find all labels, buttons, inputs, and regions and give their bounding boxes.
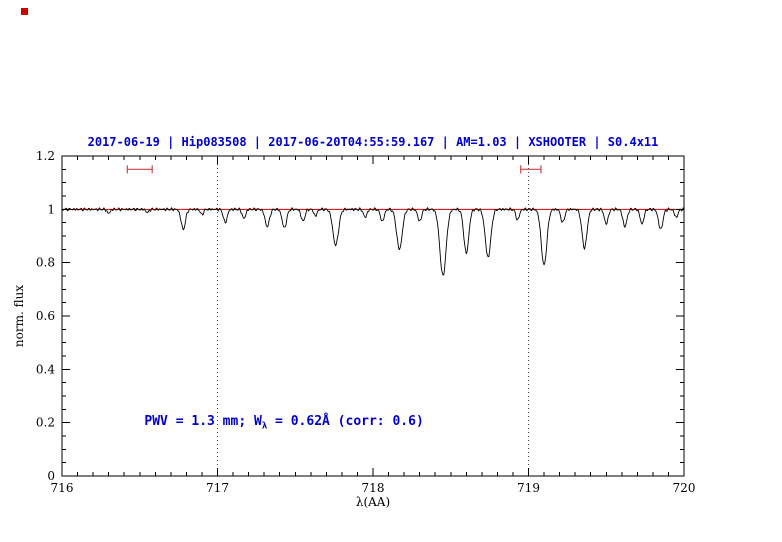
red-corner-dot [21, 8, 28, 15]
telluric-window-marker [126, 165, 153, 174]
x-tick-label: 720 [673, 481, 696, 495]
x-tick-label: 716 [51, 481, 74, 495]
x-tick-label: 719 [517, 481, 540, 495]
spectrum-trace [61, 207, 685, 276]
y-tick-label: 0.6 [36, 309, 55, 323]
x-tick-label: 718 [362, 481, 385, 495]
pwv-annotation: PWV = 1.3 mm; Wλ = 0.62Å (corr: 0.6) [144, 414, 423, 432]
y-axis-label: norm. flux [12, 284, 26, 348]
x-tick-label: 717 [206, 481, 229, 495]
y-tick-label: 1 [47, 202, 55, 216]
y-tick-label: 0.2 [36, 416, 55, 430]
y-tick-label: 0.4 [36, 362, 55, 376]
y-tick-label: 1.2 [36, 149, 55, 163]
y-tick-label: 0.8 [36, 256, 55, 270]
plot-title: 2017-06-19 | Hip083508 | 2017-06-20T04:5… [87, 135, 659, 149]
y-tick-label: 0 [47, 469, 55, 483]
tick-labels: 716 717 718 719 720 0 0.2 0.4 0.6 0.8 1 1.2 [36, 149, 696, 495]
x-axis-label: λ(AA) [355, 495, 391, 509]
telluric-window-marker [520, 165, 542, 174]
pwv-annotation-sub: λ [261, 421, 268, 432]
axis-ticks [61, 155, 685, 477]
pwv-annotation-suffix: = 0.62Å (corr: 0.6) [267, 413, 424, 429]
pwv-annotation-prefix: PWV = 1.3 mm; W [144, 413, 262, 429]
